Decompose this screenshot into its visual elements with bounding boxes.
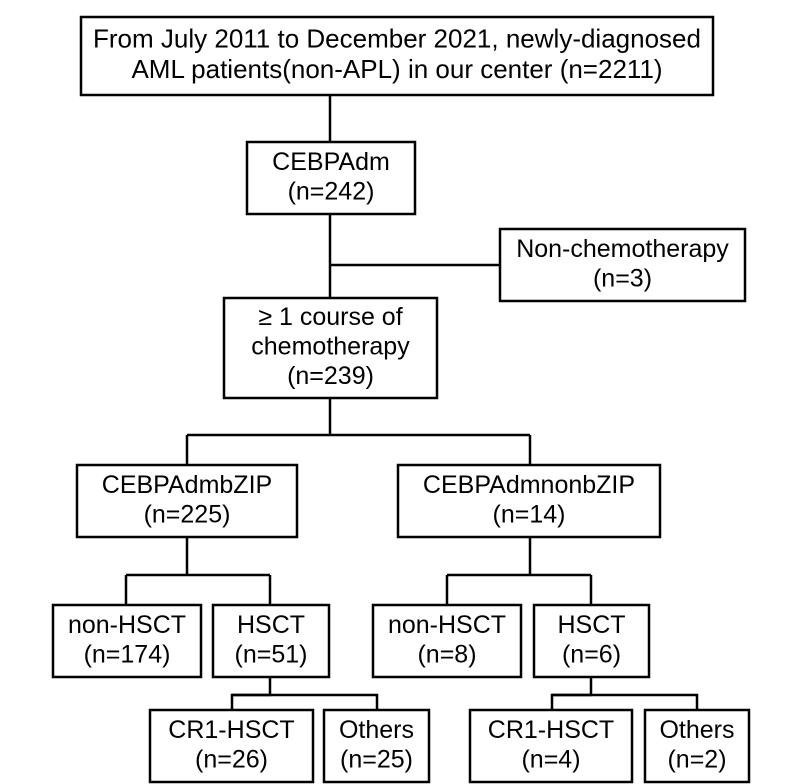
node-hsct_l: HSCT(n=51) [213,605,329,677]
nodes-group: From July 2011 to December 2021, newly-d… [53,17,749,782]
edge-hsctl-elbow [232,677,270,710]
node-label-cebpadm-line0: CEBPAdm [272,148,390,176]
node-label-course-line0: ≥ 1 course of [258,303,402,331]
node-others_r: Others(n=2) [645,710,749,782]
flowchart: From July 2011 to December 2021, newly-d… [0,0,800,784]
node-nonchemo: Non-chemotherapy(n=3) [500,229,745,301]
node-label-nonbzip-line1: (n=14) [493,500,566,528]
node-label-course-line2: (n=239) [287,362,374,390]
node-label-root-line0: From July 2011 to December 2021, newly-d… [93,24,701,54]
node-label-nonbzip-line0: CEBPAdmnonbZIP [423,471,635,499]
node-bzip: CEBPAdmbZIP(n=225) [77,465,297,537]
node-label-nonhsct_l-line1: (n=174) [84,640,171,668]
node-label-cr1_r-line1: (n=4) [521,745,580,773]
node-nonbzip: CEBPAdmnonbZIP(n=14) [398,465,660,537]
node-label-hsct_r-line1: (n=6) [562,640,621,668]
node-label-course-line1: chemotherapy [251,333,410,361]
node-course: ≥ 1 course ofchemotherapy(n=239) [224,298,437,398]
node-label-others_l-line0: Others [339,716,414,744]
node-root: From July 2011 to December 2021, newly-d… [81,17,713,95]
edge-hsctr-othersr [552,695,697,710]
node-label-bzip-line0: CEBPAdmbZIP [102,471,272,499]
node-label-cr1_l-line0: CR1-HSCT [168,716,294,744]
node-label-nonchemo-line0: Non-chemotherapy [516,235,729,263]
node-cr1_r: CR1-HSCT(n=4) [470,710,632,782]
node-cebpadm: CEBPAdm(n=242) [247,142,415,214]
node-others_l: Others(n=25) [324,710,429,782]
node-label-nonhsct_r-line0: non-HSCT [388,611,506,639]
node-label-hsct_l-line1: (n=51) [235,640,308,668]
edge-hsctr-elbow [552,677,591,710]
node-label-bzip-line1: (n=225) [144,500,231,528]
node-nonhsct_l: non-HSCT(n=174) [53,605,201,677]
node-label-hsct_l-line0: HSCT [237,611,305,639]
node-hsct_r: HSCT(n=6) [534,605,649,677]
node-label-cebpadm-line1: (n=242) [288,177,375,205]
node-label-cr1_r-line0: CR1-HSCT [488,716,614,744]
node-cr1_l: CR1-HSCT(n=26) [150,710,313,782]
node-label-others_r-line1: (n=2) [667,745,726,773]
node-nonhsct_r: non-HSCT(n=8) [373,605,521,677]
node-label-others_r-line0: Others [659,716,734,744]
node-label-nonhsct_l-line0: non-HSCT [68,611,186,639]
node-label-cr1_l-line1: (n=26) [195,745,268,773]
edge-hsctl-othersl [232,695,377,710]
node-label-nonhsct_r-line1: (n=8) [417,640,476,668]
node-label-hsct_r-line0: HSCT [557,611,625,639]
node-label-nonchemo-line1: (n=3) [593,264,652,292]
node-label-others_l-line1: (n=25) [340,745,413,773]
node-label-root-line1: AML patients(non-APL) in our center (n=2… [131,54,662,84]
